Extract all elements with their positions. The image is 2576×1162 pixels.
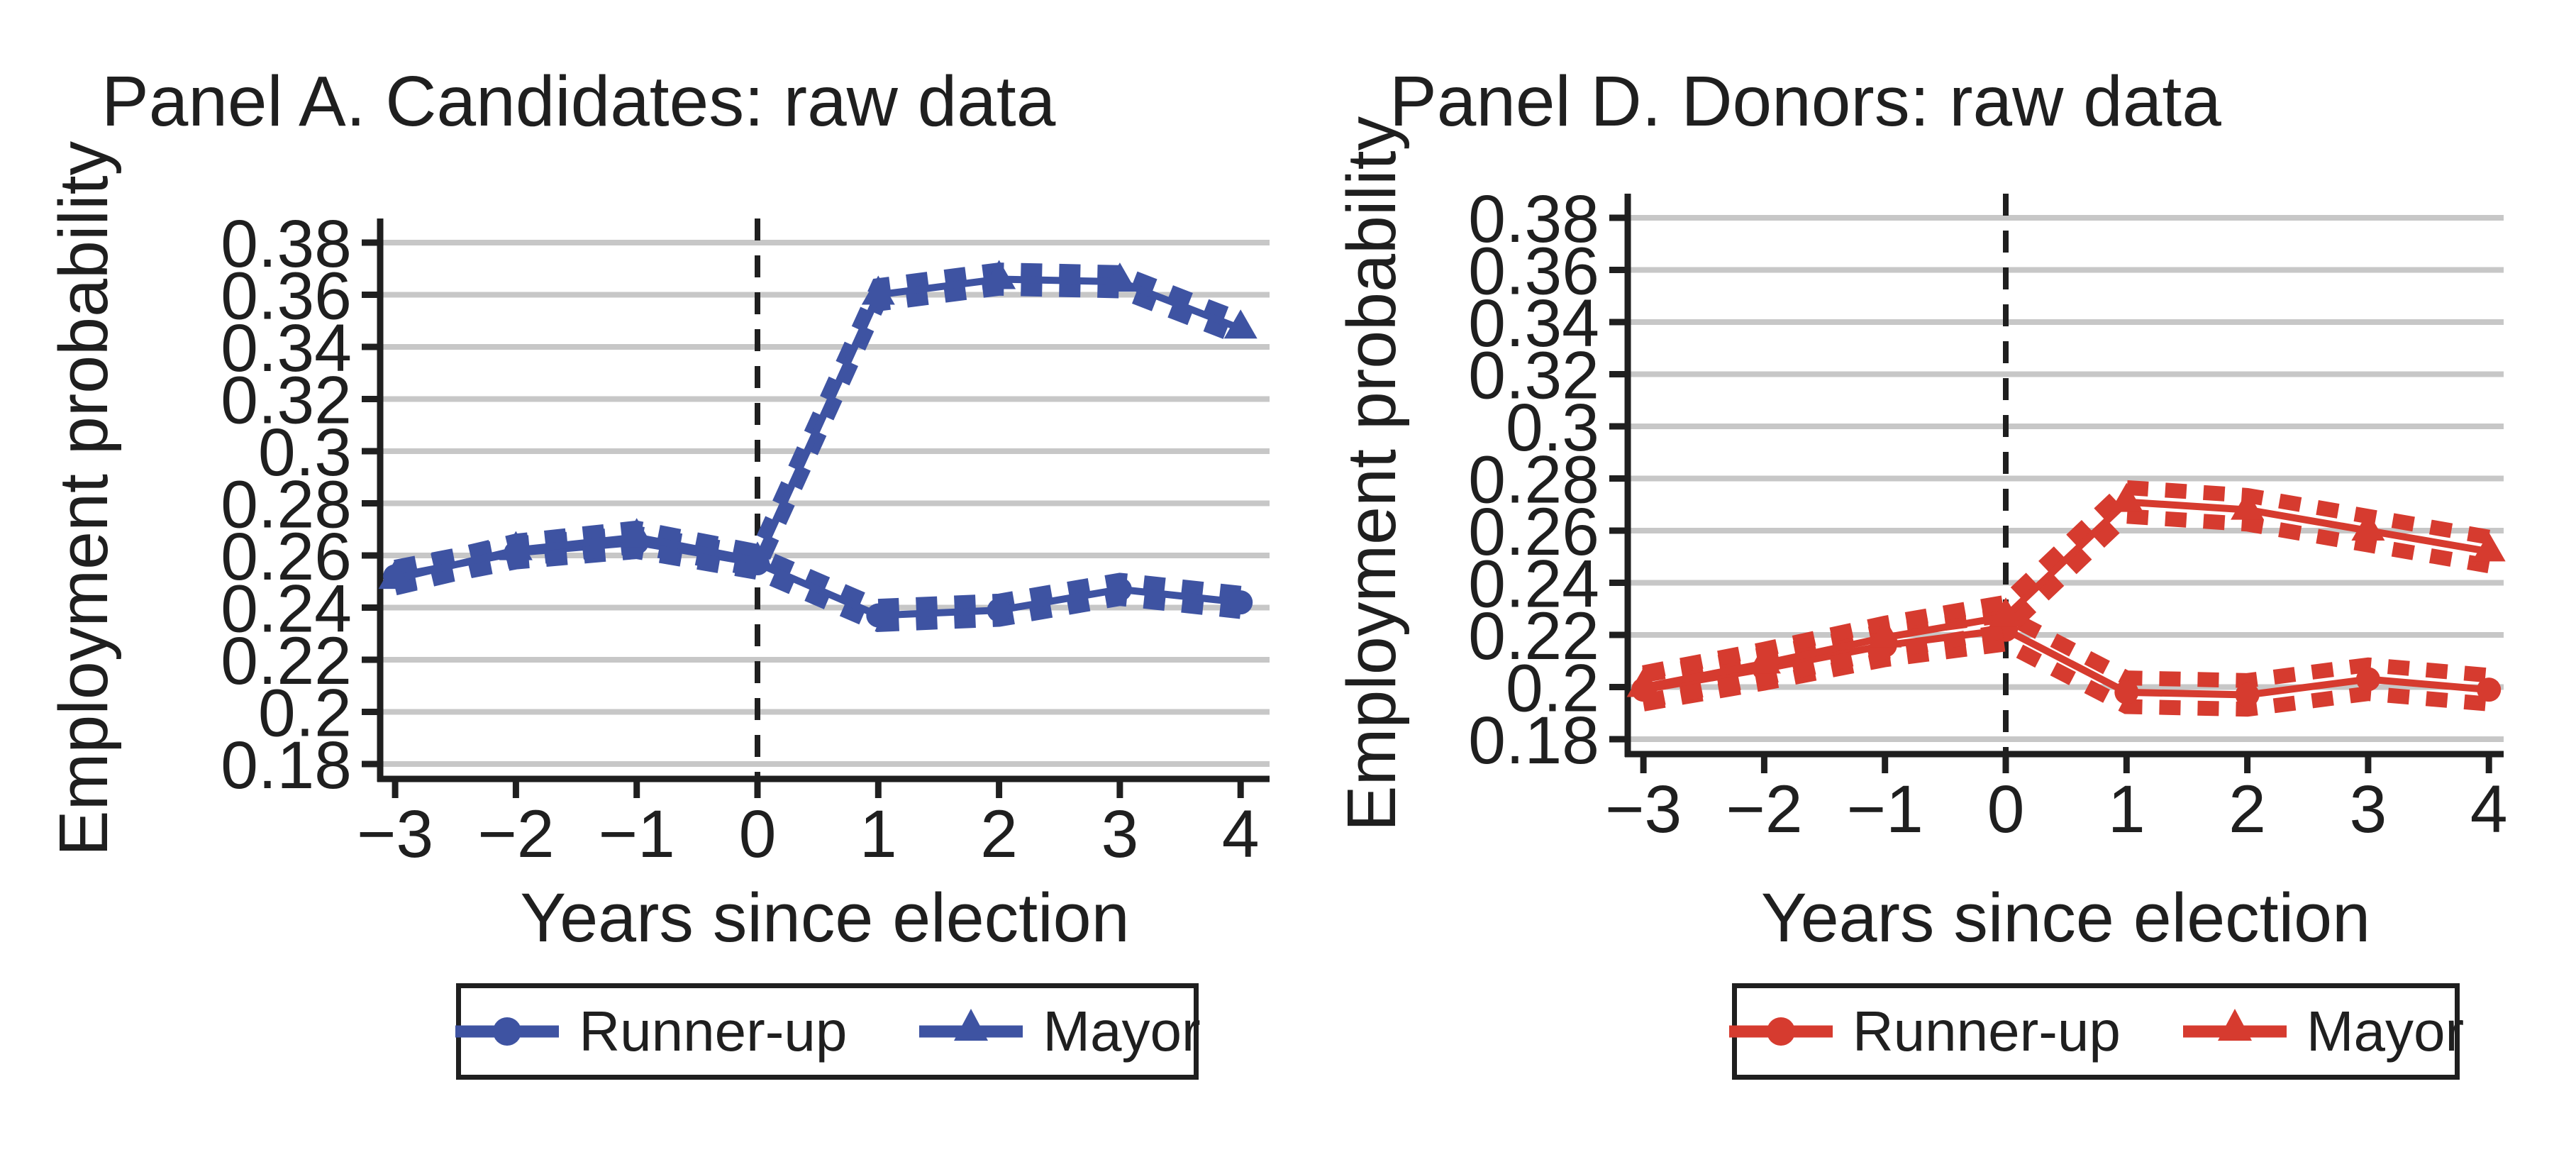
svg-text:0: 0 (739, 797, 777, 872)
legend: Runner-up Mayor (454, 983, 1201, 1080)
y-axis-title: Employment probability (45, 140, 122, 857)
svg-text:−2: −2 (477, 797, 554, 872)
x-axis-title: Years since election (520, 879, 1130, 956)
svg-text:−2: −2 (1726, 772, 1802, 847)
legend-label: Mayor (1043, 1000, 1201, 1063)
svg-text:0.36: 0.36 (1468, 234, 1599, 309)
svg-text:4: 4 (2470, 772, 2508, 847)
svg-text:2: 2 (2228, 772, 2266, 847)
svg-text:0.18: 0.18 (1468, 703, 1599, 778)
svg-text:0.28: 0.28 (1468, 443, 1599, 518)
svg-text:0.2: 0.2 (1506, 651, 1599, 726)
svg-text:0.32: 0.32 (1468, 338, 1599, 414)
svg-text:4: 4 (1222, 797, 1260, 872)
svg-text:0.22: 0.22 (1468, 599, 1599, 674)
y-axis-title: Employment probability (1333, 116, 1410, 832)
svg-text:0.18: 0.18 (221, 728, 352, 803)
svg-text:0.26: 0.26 (1468, 494, 1599, 570)
legend-label: Runner-up (579, 1000, 848, 1063)
svg-text:−3: −3 (357, 797, 433, 872)
svg-text:1: 1 (860, 797, 897, 872)
svg-text:0.34: 0.34 (221, 311, 352, 386)
legend-label: Mayor (2306, 1000, 2465, 1063)
svg-text:0.34: 0.34 (1468, 286, 1599, 361)
svg-text:0.32: 0.32 (221, 363, 352, 438)
runner-up-line-symbol (455, 1017, 560, 1046)
svg-text:3: 3 (1101, 797, 1138, 872)
svg-text:3: 3 (2349, 772, 2387, 847)
svg-text:0.24: 0.24 (221, 572, 352, 647)
legend-entry-runner-up: Runner-up (1728, 999, 2121, 1064)
svg-text:0.36: 0.36 (221, 259, 352, 334)
x-axis-title: Years since election (1760, 879, 2371, 956)
svg-text:0: 0 (1987, 772, 2025, 847)
svg-text:−1: −1 (1847, 772, 1923, 847)
panel-d-title: Panel D. Donors: raw data (1389, 62, 2221, 141)
runner-up-line-symbol (1728, 1017, 1833, 1046)
svg-text:0.3: 0.3 (258, 415, 352, 490)
svg-text:2: 2 (980, 797, 1018, 872)
legend-entry-mayor: Mayor (918, 999, 1201, 1064)
legend-entry-mayor: Mayor (2182, 999, 2464, 1064)
svg-text:0.3: 0.3 (1506, 390, 1599, 465)
svg-text:0.22: 0.22 (221, 624, 352, 699)
svg-text:1: 1 (2108, 772, 2145, 847)
mayor-line-symbol (2182, 1009, 2287, 1041)
svg-text:0.26: 0.26 (221, 519, 352, 594)
svg-text:0.24: 0.24 (1468, 547, 1599, 622)
svg-text:−1: −1 (599, 797, 675, 872)
legend: Runner-up Mayor (1728, 983, 2464, 1080)
panel-a-title: Panel A. Candidates: raw data (101, 62, 1056, 141)
svg-text:0.28: 0.28 (221, 467, 352, 543)
mayor-line-symbol (919, 1009, 1023, 1041)
svg-text:0.2: 0.2 (258, 676, 352, 751)
legend-entry-runner-up: Runner-up (454, 999, 847, 1064)
svg-text:−3: −3 (1605, 772, 1682, 847)
svg-text:0.38: 0.38 (221, 206, 352, 282)
svg-text:0.38: 0.38 (1468, 182, 1599, 257)
legend-label: Runner-up (1852, 1000, 2121, 1063)
